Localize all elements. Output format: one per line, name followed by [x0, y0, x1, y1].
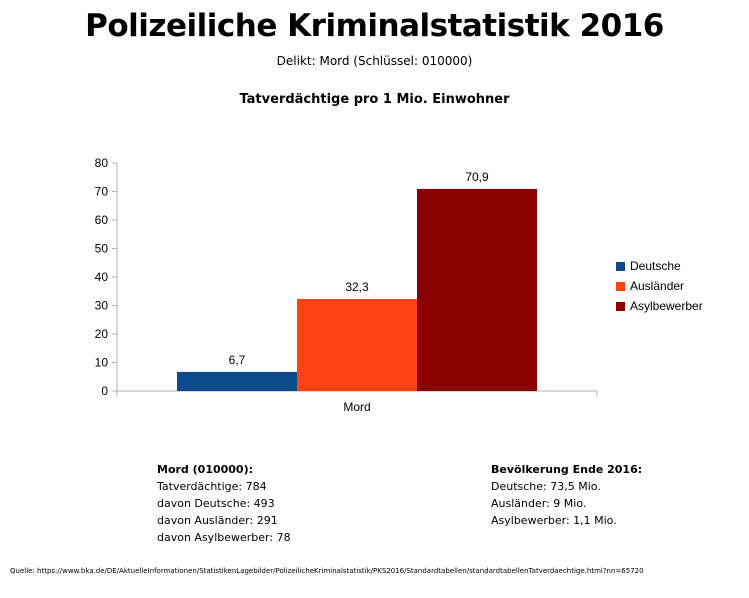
stats-line: Deutsche: 73,5 Mio. [491, 480, 601, 493]
chart-title: Tatverdächtige pro 1 Mio. Einwohner [239, 92, 510, 107]
stats-heading: Bevölkerung Ende 2016: [491, 463, 643, 476]
bar-value-label: 32,3 [345, 280, 369, 294]
stats-line: Ausländer: 9 Mio. [491, 497, 587, 510]
source-link[interactable]: Quelle: https://www.bka.de/DE/AktuelleIn… [10, 567, 644, 575]
legend-label: Deutsche [630, 259, 681, 273]
stats-bevoelkerung: Bevölkerung Ende 2016: Deutsche: 73,5 Mi… [491, 461, 642, 529]
legend-swatch-asylbewerber [616, 301, 625, 311]
y-tick-label: 0 [101, 384, 108, 398]
y-tick-label: 80 [95, 156, 109, 170]
bar-ausländer [297, 298, 417, 391]
y-tick-label: 50 [95, 242, 109, 256]
stats-line: davon Asylbewerber: 78 [157, 531, 291, 544]
legend-swatch-auslaender [616, 281, 625, 291]
stats-mord: Mord (010000): Tatverdächtige: 784 davon… [157, 461, 291, 546]
bar-deutsche [177, 371, 297, 391]
y-tick-label: 60 [95, 213, 109, 227]
y-tick-label: 20 [95, 327, 109, 341]
stats-line: davon Deutsche: 493 [157, 497, 275, 510]
y-tick-label: 30 [95, 299, 109, 313]
bar-value-label: 6,7 [229, 353, 246, 367]
y-tick-label: 40 [95, 270, 109, 284]
stats-line: Asylbewerber: 1,1 Mio. [491, 514, 617, 527]
legend-item-auslaender: Ausländer [616, 276, 703, 296]
chart-legend: Deutsche Ausländer Asylbewerber [616, 256, 703, 316]
x-category-label: Mord [343, 400, 370, 414]
stats-line: davon Ausländer: 291 [157, 514, 278, 527]
y-tick-label: 70 [95, 185, 109, 199]
legend-item-asylbewerber: Asylbewerber [616, 296, 703, 316]
legend-label: Asylbewerber [630, 299, 703, 313]
legend-item-deutsche: Deutsche [616, 256, 703, 276]
bar-value-label: 70,9 [465, 170, 489, 184]
page-subtitle: Delikt: Mord (Schlüssel: 010000) [276, 54, 473, 68]
legend-label: Ausländer [630, 279, 685, 293]
y-tick-label: 10 [95, 356, 109, 370]
bar-asylbewerber [417, 188, 537, 391]
legend-swatch-deutsche [616, 261, 625, 271]
page-title: Polizeiliche Kriminalstatistik 2016 [85, 8, 664, 44]
stats-heading: Mord (010000): [157, 463, 254, 476]
stats-line: Tatverdächtige: 784 [157, 480, 267, 493]
